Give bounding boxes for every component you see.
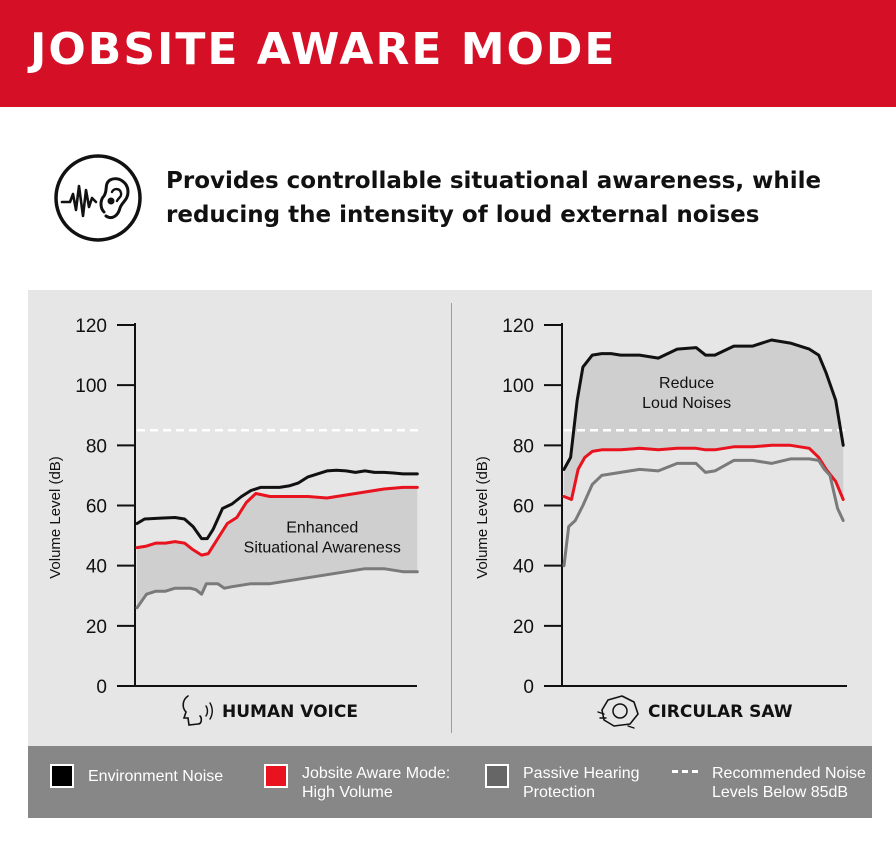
intro-line-2: reducing the intensity of loud external … xyxy=(166,202,760,228)
y-axis-label: Volume Level (dB) xyxy=(474,456,491,579)
legend-item-environment-noise: Environment Noise xyxy=(50,764,223,788)
shaded-band xyxy=(564,340,844,500)
y-tick-label-80: 80 xyxy=(86,436,107,457)
legend-label-passive: Passive Hearing Protection xyxy=(523,765,640,801)
y-tick-label-100: 100 xyxy=(75,376,107,397)
chart-title: HUMAN VOICE xyxy=(222,702,358,722)
legend-label-recommended: Recommended Noise Levels Below 85dB xyxy=(712,765,866,801)
y-tick-label-120: 120 xyxy=(502,316,534,337)
chart-title: CIRCULAR SAW xyxy=(648,702,793,722)
panel-divider xyxy=(451,303,452,733)
shaded-band xyxy=(137,487,418,608)
series-line-jobsite-aware-mode-high-volume xyxy=(135,485,419,557)
ear-sound-icon xyxy=(54,154,142,242)
series-line-environment-noise xyxy=(135,468,419,541)
legend-label-aware: Jobsite Aware Mode: High Volume xyxy=(302,765,451,801)
legend-swatch-recommended xyxy=(672,770,698,773)
saw-body xyxy=(601,695,639,727)
page-title: JOBSITE AWARE MODE xyxy=(30,24,617,75)
human-voice-waves xyxy=(205,702,213,720)
human-voice-face xyxy=(182,695,203,726)
intro-text: Provides controllable situational awaren… xyxy=(166,164,866,232)
legend-item-recommended: Recommended Noise Levels Below 85dB xyxy=(672,764,866,802)
series-line-passive-hearing-protection xyxy=(562,457,845,568)
legend-bar xyxy=(28,746,872,818)
legend-label-environment: Environment Noise xyxy=(88,768,224,785)
header-banner: JOBSITE AWARE MODE xyxy=(0,0,896,107)
y-tick-label-0: 0 xyxy=(523,677,534,698)
y-tick-label-40: 40 xyxy=(86,557,107,578)
y-tick-label-100: 100 xyxy=(502,376,534,397)
y-tick-label-0: 0 xyxy=(96,677,107,698)
saw-motion-lines xyxy=(597,711,635,729)
annotation-line-2: Loud Noises xyxy=(642,395,731,412)
chart-circular-saw: 0 20 40 60 80 100 120 Volume Level (dB) Reduce Lo… xyxy=(474,316,847,729)
legend-swatch-aware xyxy=(264,764,288,788)
legend-item-aware-mode: Jobsite Aware Mode: High Volume xyxy=(264,764,450,802)
chart-human-voice: 0 20 40 60 80 100 120 Volume Level (dB) Enhanced… xyxy=(47,316,422,726)
y-tick-label-20: 20 xyxy=(513,617,534,638)
series-line-environment-noise xyxy=(562,338,845,471)
y-axis-label: Volume Level (dB) xyxy=(47,456,64,579)
y-tick-label-60: 60 xyxy=(86,497,107,518)
legend-swatch-passive xyxy=(485,764,509,788)
series-line-passive-hearing-protection xyxy=(135,567,419,610)
y-tick-label-120: 120 xyxy=(75,316,107,337)
annotation-line-1: Enhanced xyxy=(286,520,358,537)
annotation-line-2: Situational Awareness xyxy=(244,540,401,557)
series-line-jobsite-aware-mode-high-volume xyxy=(562,443,845,501)
legend-swatch-environment xyxy=(50,764,74,788)
intro-line-1: Provides controllable situational awaren… xyxy=(166,168,822,194)
y-tick-label-20: 20 xyxy=(86,617,107,638)
y-tick-label-40: 40 xyxy=(513,557,534,578)
y-tick-label-80: 80 xyxy=(513,436,534,457)
circular-saw-icon xyxy=(597,695,639,729)
y-tick-label-60: 60 xyxy=(513,497,534,518)
saw-blade xyxy=(612,703,628,719)
annotation-line-1: Reduce xyxy=(659,375,714,392)
human-voice-icon xyxy=(182,695,213,726)
legend-item-passive: Passive Hearing Protection xyxy=(485,764,640,802)
